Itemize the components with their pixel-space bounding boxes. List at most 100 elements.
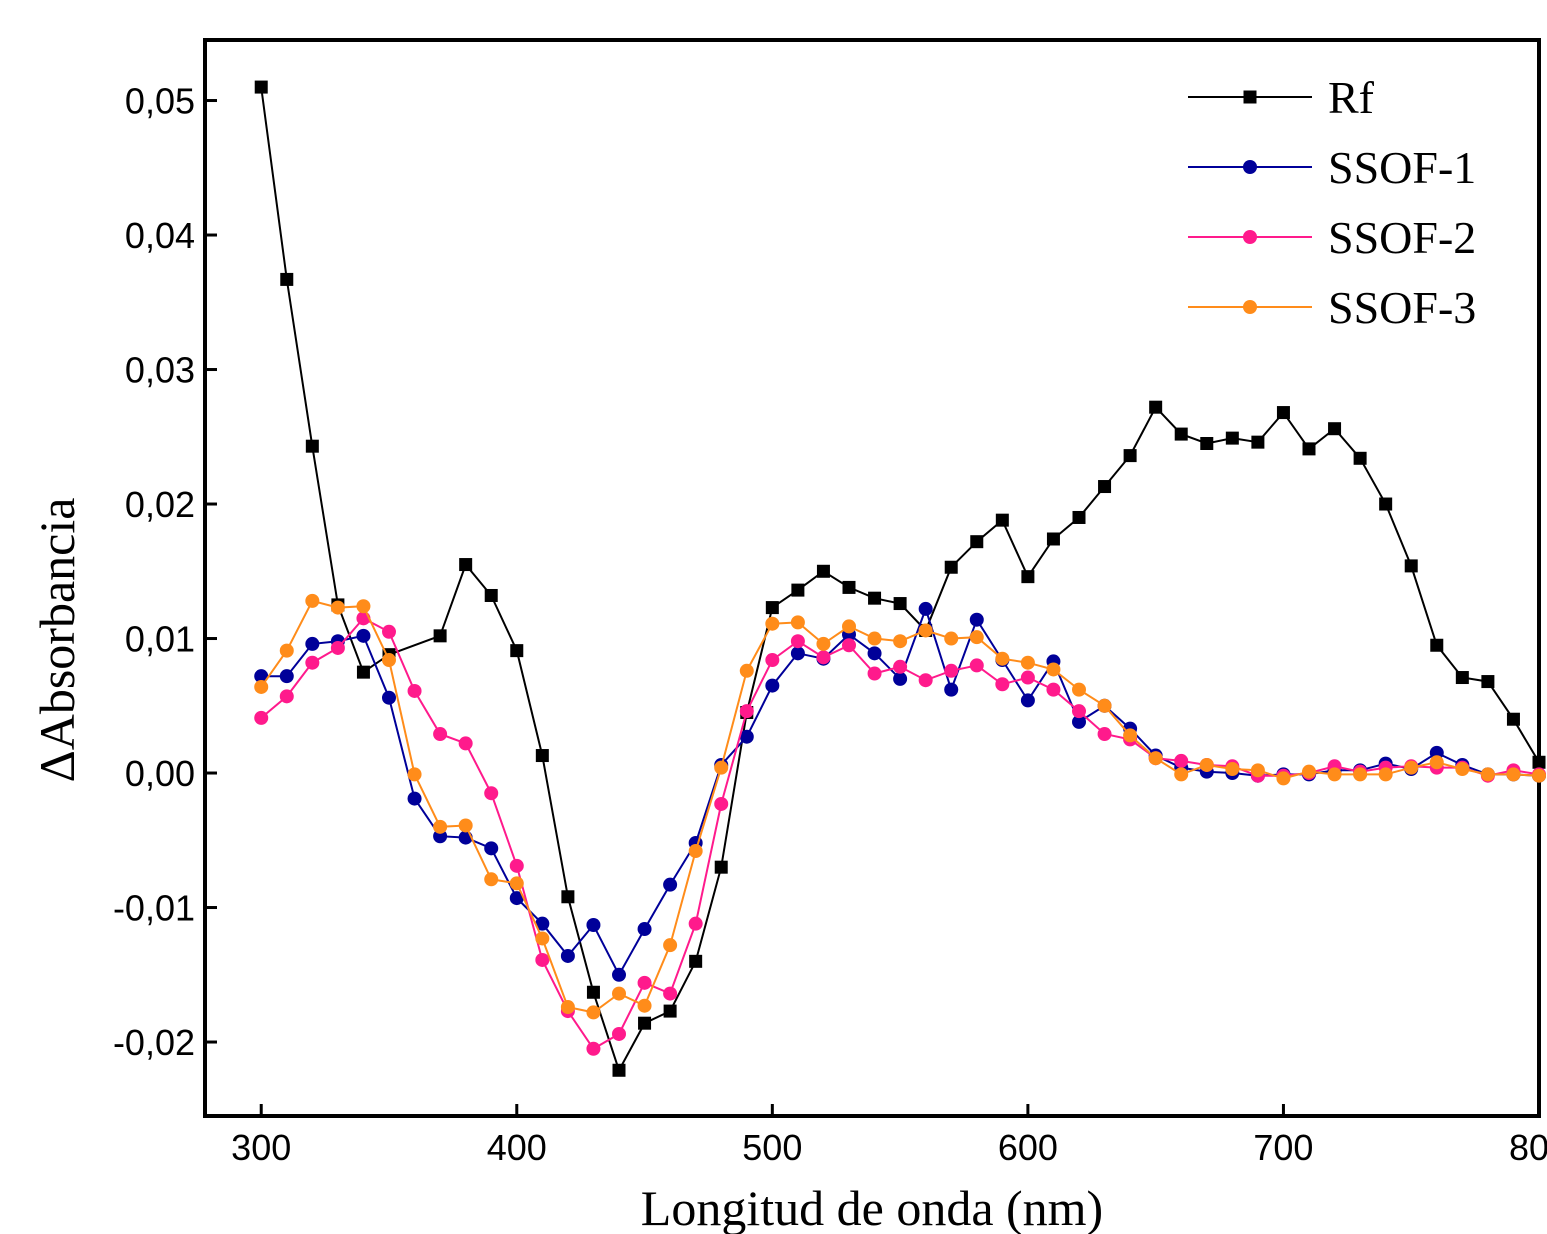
y-tick-label: 0,04 <box>125 215 195 256</box>
data-point <box>254 710 269 725</box>
data-point <box>1404 760 1419 775</box>
y-tick-label: 0,05 <box>125 81 195 122</box>
data-point <box>612 986 626 1001</box>
series-layer <box>254 80 1546 1077</box>
data-point <box>279 669 294 684</box>
data-point <box>790 634 805 649</box>
data-point <box>1506 767 1521 782</box>
x-tick-label: 800 <box>1509 1127 1547 1168</box>
data-point <box>280 272 294 286</box>
data-point <box>612 967 626 982</box>
data-point <box>1021 570 1035 584</box>
data-point <box>918 623 933 638</box>
data-point <box>969 630 984 645</box>
data-point <box>509 891 524 906</box>
legend-item: SSOF-3 <box>1188 282 1476 333</box>
data-point <box>1020 655 1035 670</box>
data-point <box>1506 712 1520 726</box>
data-point <box>1174 767 1189 782</box>
data-point <box>484 588 498 602</box>
data-point <box>1353 767 1368 782</box>
data-point <box>382 690 396 705</box>
data-point <box>279 643 294 658</box>
x-tick-label: 400 <box>487 1127 547 1168</box>
data-point <box>944 663 959 678</box>
data-point <box>305 636 320 651</box>
data-point <box>765 678 780 693</box>
data-point <box>1046 532 1060 546</box>
legend: Rf SSOF-1 SSOF-2 SSOF-3 <box>1188 72 1476 333</box>
data-point <box>1072 714 1086 729</box>
data-point <box>663 1004 677 1018</box>
data-point <box>765 653 780 668</box>
data-point <box>1455 761 1470 776</box>
data-point <box>918 601 933 616</box>
data-point <box>433 727 448 742</box>
data-point <box>893 597 907 611</box>
data-point <box>510 644 524 658</box>
data-point <box>1046 682 1061 697</box>
data-point <box>1072 510 1086 524</box>
data-point <box>663 986 678 1001</box>
data-point <box>254 80 268 94</box>
data-point <box>995 513 1009 527</box>
data-point <box>535 931 550 946</box>
x-axis-title: Longitud de onda (nm) <box>641 1180 1103 1234</box>
data-point <box>254 669 269 684</box>
data-point <box>893 671 908 686</box>
series-ssof-1 <box>254 601 1546 982</box>
data-point <box>868 591 882 605</box>
data-point <box>484 841 499 856</box>
data-point <box>433 629 447 643</box>
legend-marker <box>1243 160 1257 174</box>
data-point <box>867 666 882 681</box>
data-point <box>842 619 856 634</box>
data-point <box>561 890 575 904</box>
data-point <box>714 760 729 775</box>
data-point <box>612 1063 626 1077</box>
data-point <box>918 673 933 688</box>
y-tick-label: 0,03 <box>125 350 195 391</box>
data-point <box>1174 427 1188 441</box>
data-point <box>867 646 882 661</box>
plot-frame <box>203 38 1541 1118</box>
series-rf <box>254 80 1546 1077</box>
data-point <box>714 796 729 811</box>
data-point <box>638 1016 652 1030</box>
legend-marker <box>1243 300 1257 314</box>
data-point <box>765 616 780 631</box>
data-point <box>1480 767 1495 782</box>
data-point <box>560 948 575 963</box>
data-point <box>1429 755 1444 770</box>
legend-label: SSOF-1 <box>1328 142 1476 193</box>
data-point <box>586 985 600 999</box>
data-point <box>1225 761 1240 776</box>
legend-label: SSOF-3 <box>1328 282 1476 333</box>
data-point <box>586 1041 601 1056</box>
data-point <box>279 689 294 704</box>
data-point <box>842 580 856 594</box>
data-point <box>663 877 678 892</box>
data-point <box>689 954 703 968</box>
data-point <box>305 593 320 608</box>
data-point <box>356 628 371 643</box>
y-tick-label: -0,02 <box>113 1022 195 1063</box>
data-point <box>637 998 652 1013</box>
data-point <box>739 704 754 719</box>
data-point <box>893 634 908 649</box>
data-point <box>1098 480 1112 494</box>
data-point <box>254 679 269 694</box>
data-point <box>407 767 422 782</box>
data-point <box>1430 638 1444 652</box>
data-point <box>1072 704 1086 719</box>
data-point <box>893 659 908 674</box>
data-point <box>1532 768 1546 783</box>
data-point <box>1302 442 1316 456</box>
data-point <box>586 918 601 933</box>
data-point <box>433 819 448 834</box>
data-point <box>944 560 958 574</box>
y-tick-label: 0,02 <box>125 484 195 525</box>
data-point <box>1302 764 1316 779</box>
data-point <box>407 791 422 806</box>
